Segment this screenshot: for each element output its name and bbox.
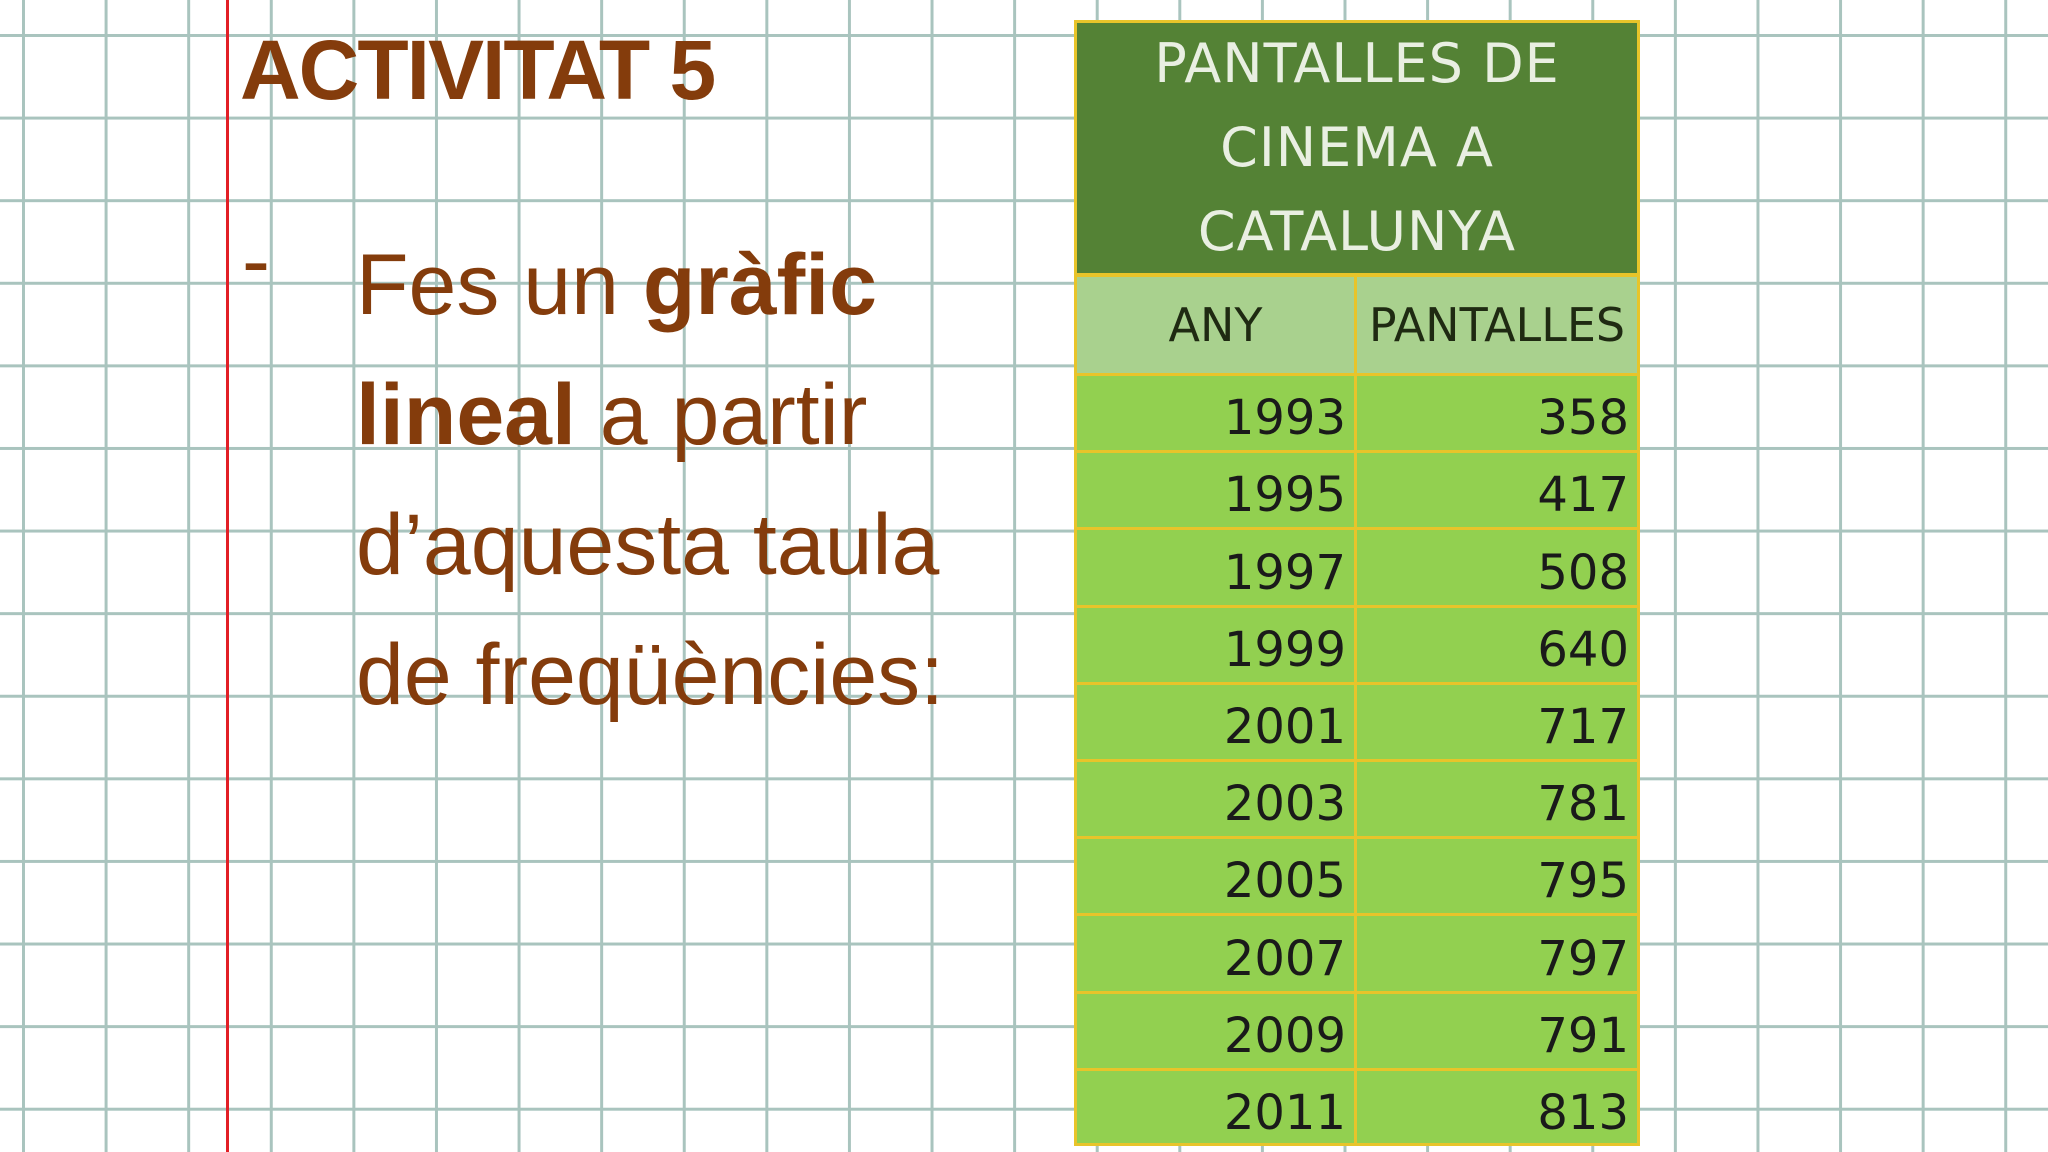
cell-pantalles: 508	[1537, 544, 1629, 601]
activity-instruction: Fes un gràfic lineal a partir d’aquesta …	[356, 220, 996, 740]
table-title: PANTALLES DE CINEMA A CATALUNYA	[1077, 23, 1637, 277]
cell-pantalles: 797	[1537, 930, 1629, 987]
cell-pantalles: 640	[1537, 621, 1629, 678]
cell-any: 2009	[1077, 993, 1357, 1068]
table-row: 1995 417	[1077, 453, 1637, 531]
cell-pantalles: 813	[1537, 1084, 1629, 1141]
notebook-margin-line	[226, 0, 229, 1152]
cell-any: 1997	[1077, 530, 1357, 605]
bullet-marker: -	[242, 213, 270, 307]
cell-pantalles: 791	[1537, 1007, 1629, 1064]
cell-pantalles: 717	[1537, 698, 1629, 755]
cell-any: 1995	[1077, 453, 1357, 528]
cell-any: 2005	[1077, 839, 1357, 914]
frequency-table: PANTALLES DE CINEMA A CATALUNYA ANY PANT…	[1074, 20, 1640, 1146]
instruction-text-start: Fes un	[356, 237, 643, 333]
table-body: 1993 358 1995 417 1997 508 1999 640 2001 717 2003 7…	[1077, 376, 1637, 1143]
column-header-any: ANY	[1077, 277, 1357, 373]
cell-any: 2007	[1077, 916, 1357, 991]
cell-any: 2003	[1077, 761, 1357, 837]
cell-pantalles: 795	[1537, 853, 1629, 910]
table-row: 2007 797	[1077, 916, 1637, 994]
cell-any: 1999	[1077, 607, 1357, 682]
table-row: 2001 717	[1077, 684, 1637, 762]
table-row: 2005 795	[1077, 839, 1637, 917]
cell-pantalles: 358	[1537, 390, 1629, 447]
table-title-text: PANTALLES DE CINEMA A CATALUNYA	[1154, 32, 1560, 263]
slide-title: ACTIVITAT 5	[240, 23, 716, 117]
table-row: 1993 358	[1077, 376, 1637, 454]
cell-pantalles: 417	[1537, 467, 1629, 524]
table-row: 1999 640	[1077, 607, 1637, 685]
cell-pantalles: 781	[1537, 776, 1629, 833]
table-row: 2009 791	[1077, 993, 1637, 1071]
cell-any: 1993	[1077, 376, 1357, 451]
column-header-pantalles: PANTALLES	[1368, 298, 1626, 352]
instruction-text-bold: gràfic lineal	[356, 237, 878, 463]
table-row: 2011 813	[1077, 1070, 1637, 1143]
table-row: 2003 781	[1077, 761, 1637, 840]
cell-any: 2001	[1077, 684, 1357, 759]
instruction-text-end: a partir d’aquesta taula de freqüències:	[356, 367, 945, 723]
cell-any: 2011	[1077, 1070, 1357, 1143]
table-header-row: ANY PANTALLES	[1077, 277, 1637, 376]
table-row: 1997 508	[1077, 530, 1637, 608]
